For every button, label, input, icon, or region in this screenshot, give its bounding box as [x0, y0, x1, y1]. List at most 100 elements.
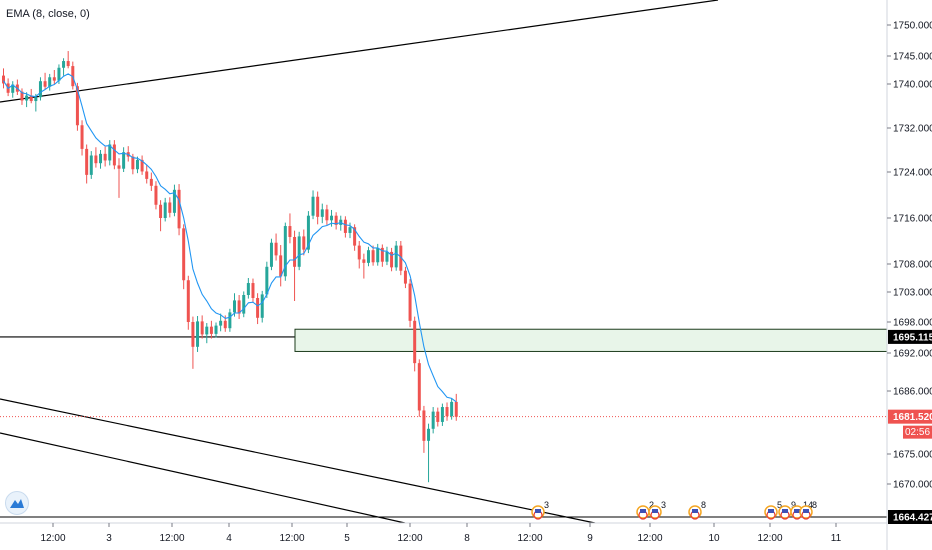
event-marker-icon[interactable]: 8: [688, 500, 706, 520]
price-axis: 1750.000 1745.000 1740.000 1732.000 1724.000…: [887, 21, 932, 491]
candle-body: [205, 326, 209, 335]
candle-body: [34, 97, 38, 102]
time-tick-label: 12:00: [279, 533, 304, 544]
candle: [311, 190, 315, 220]
candle: [269, 238, 273, 271]
demand-zone-rect[interactable]: [294, 328, 888, 352]
candle: [62, 58, 66, 76]
candle-body: [348, 227, 352, 233]
candle-body: [362, 259, 366, 263]
candle-body: [306, 215, 310, 250]
zone-level-tag: 1695.115: [893, 332, 932, 343]
candle-body: [145, 171, 149, 179]
candle: [325, 204, 329, 225]
lower-trendline-1[interactable]: [0, 398, 596, 524]
candle-body: [228, 312, 232, 329]
time-tick-label: 8: [464, 533, 470, 544]
candle: [302, 229, 306, 256]
candle-body: [191, 322, 195, 347]
candle: [186, 275, 190, 330]
event-marker-count: 5: [777, 500, 782, 510]
candle-body: [260, 294, 264, 318]
event-marker-count: 3: [661, 500, 666, 510]
time-tick-label: 12:00: [637, 533, 662, 544]
time-tick-label: 12:00: [517, 533, 542, 544]
candle-body: [223, 320, 227, 329]
candle: [94, 147, 98, 168]
event-marker-icon[interactable]: 3: [531, 500, 549, 520]
candle-body: [288, 226, 292, 237]
event-marker-icon[interactable]: 3: [648, 500, 666, 520]
candle: [288, 213, 292, 244]
candle-body: [436, 411, 440, 422]
trendlines[interactable]: [0, 0, 719, 524]
candle-body: [94, 155, 98, 164]
event-marker-icon[interactable]: 5: [764, 500, 782, 520]
candle: [135, 156, 139, 174]
candle: [85, 144, 89, 184]
candle: [431, 407, 435, 434]
event-marker-icon[interactable]: 2: [636, 500, 654, 520]
candle: [191, 316, 195, 369]
candle-body: [196, 321, 200, 347]
candle-body: [293, 236, 297, 267]
candle: [279, 245, 283, 287]
candle: [390, 247, 394, 272]
candle: [366, 246, 370, 267]
tradingview-logo-icon[interactable]: [5, 491, 29, 515]
candle-body: [122, 152, 126, 169]
candle: [112, 140, 116, 170]
candle: [200, 315, 204, 339]
indicator-legend: EMA (8, close, 0): [6, 8, 90, 20]
price-tick-label: 1750.000: [893, 21, 932, 32]
candle: [163, 197, 167, 222]
candle-body: [427, 428, 431, 441]
candle: [450, 398, 454, 420]
candle-body: [311, 196, 315, 216]
last-price-tag: 1681.520: [893, 412, 932, 423]
candle: [408, 279, 412, 328]
candle-body: [112, 144, 116, 166]
candle-body: [237, 300, 241, 314]
event-marker-count: 8: [701, 500, 706, 510]
candle-body: [371, 250, 375, 263]
candle: [52, 70, 56, 84]
time-tick-label: 11: [831, 533, 842, 544]
candle: [417, 359, 421, 417]
candle-body: [274, 242, 278, 256]
price-tick-label: 1708.000: [893, 260, 932, 271]
candle: [380, 244, 384, 267]
candle-body: [25, 95, 29, 101]
candle-body: [251, 283, 255, 298]
price-tick-label: 1703.000: [893, 288, 932, 299]
countdown-label: 02:56: [905, 427, 930, 438]
candle: [20, 88, 24, 105]
candle-body: [265, 266, 269, 295]
candle-body: [48, 77, 52, 87]
event-marker-icon[interactable]: 8: [799, 500, 817, 520]
time-tick-label: 10: [708, 533, 720, 544]
upper-trendline[interactable]: [0, 0, 719, 103]
price-tick-label: 1745.000: [893, 52, 932, 63]
candle: [177, 184, 181, 236]
candle-body: [390, 251, 394, 268]
candle: [403, 266, 407, 289]
candle-body: [334, 215, 338, 225]
candle: [320, 203, 324, 224]
candle-body: [279, 255, 283, 277]
candle: [2, 68, 5, 89]
candle: [205, 323, 209, 344]
candle: [99, 150, 103, 169]
lower-trendline-2[interactable]: [0, 432, 406, 524]
candle-body: [75, 86, 79, 126]
candle-body: [394, 245, 398, 268]
time-tick-label: 12:00: [40, 533, 65, 544]
candle-body: [316, 196, 320, 217]
candle: [316, 191, 320, 225]
candle-body: [302, 236, 306, 250]
candle-body: [172, 189, 176, 213]
candle-body: [154, 185, 158, 205]
price-tick-label: 1724.000: [893, 168, 932, 179]
zone-level-tag-bg: [888, 329, 932, 344]
